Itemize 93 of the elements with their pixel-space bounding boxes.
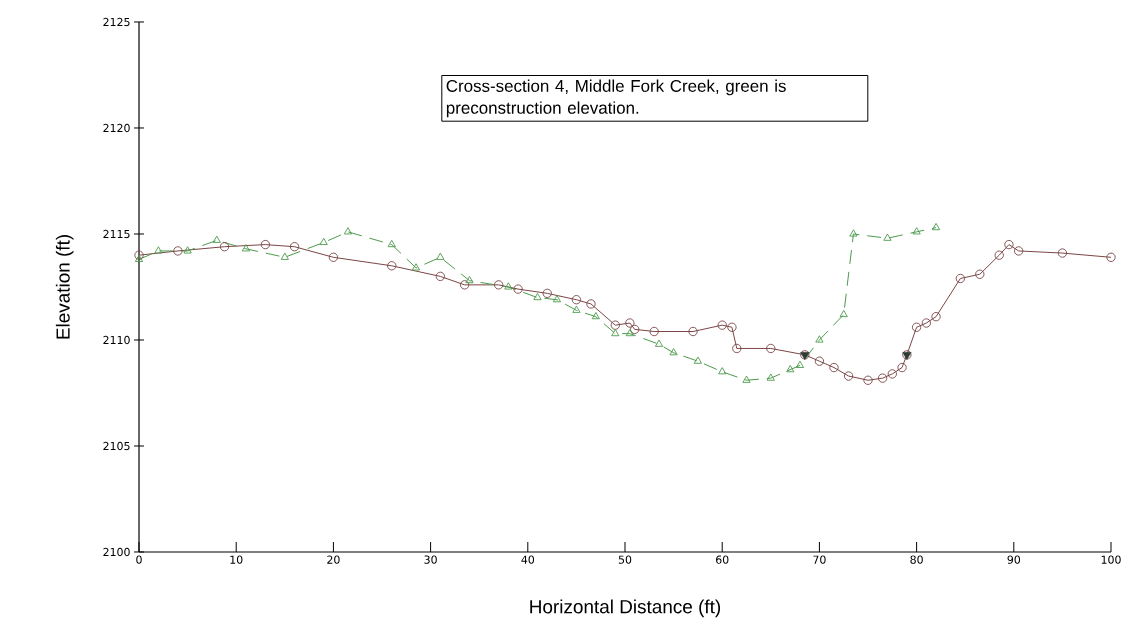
point (387, 239, 396, 248)
point (504, 282, 513, 290)
point (975, 269, 985, 279)
point (849, 229, 858, 237)
point (786, 365, 795, 373)
point (610, 320, 620, 330)
point (693, 356, 702, 364)
point (1106, 252, 1116, 262)
point (552, 295, 562, 303)
point (494, 280, 504, 290)
x-tick-label: 30 (424, 555, 437, 564)
point (260, 239, 271, 250)
y-tick-label: 2115 (103, 229, 130, 239)
x-tick-label: 0 (136, 555, 142, 564)
point (542, 288, 552, 298)
point (289, 242, 300, 252)
point (931, 222, 941, 231)
point (815, 335, 824, 343)
point (611, 328, 620, 337)
point (572, 305, 581, 313)
point (586, 299, 596, 309)
point (718, 367, 727, 375)
point (319, 237, 328, 246)
point (955, 273, 965, 284)
point (814, 356, 825, 366)
y-axis-title: Elevation (ft) (55, 235, 74, 339)
point (883, 233, 892, 241)
annotation: Cross-section 4, Middle Fork Creek, green is preconstruction elevation. (446, 79, 786, 118)
point (173, 246, 183, 256)
point (387, 261, 397, 271)
point (649, 326, 659, 337)
point (212, 235, 221, 243)
point (931, 312, 941, 322)
point (219, 242, 230, 252)
point (877, 373, 888, 383)
point (436, 252, 445, 260)
point (688, 326, 698, 337)
point (897, 362, 907, 373)
x-tick-label: 70 (813, 555, 826, 564)
point (134, 254, 144, 262)
point (912, 227, 921, 235)
point (732, 343, 742, 354)
point (241, 244, 251, 252)
point (465, 275, 474, 284)
point (183, 246, 192, 254)
point (839, 309, 848, 318)
y-tick-label: 2105 (103, 441, 130, 451)
point (459, 280, 470, 290)
point (280, 252, 289, 260)
point (343, 227, 353, 235)
x-tick-label: 10 (230, 555, 243, 564)
point (727, 322, 737, 332)
point (533, 292, 542, 301)
x-tick-label: 40 (521, 555, 535, 564)
point (829, 362, 839, 373)
x-tick-label: 90 (1007, 555, 1021, 564)
y-tick-label: 2100 (103, 547, 130, 557)
x-tick-label: 20 (327, 555, 340, 564)
point (742, 375, 751, 383)
x-tick-label: 80 (910, 555, 923, 564)
point (571, 295, 582, 305)
point (1004, 239, 1014, 250)
point (843, 371, 854, 381)
point (994, 250, 1004, 260)
point (591, 312, 600, 320)
x-tick-label: 60 (716, 555, 729, 564)
point (630, 324, 640, 335)
point (625, 328, 634, 337)
point (154, 246, 163, 254)
point (625, 318, 635, 328)
point (766, 343, 776, 354)
point (863, 375, 873, 385)
x-tick-label: 100 (1101, 555, 1121, 564)
point (328, 252, 339, 262)
y-tick-label: 2120 (103, 123, 130, 133)
point (795, 360, 805, 368)
point (411, 263, 421, 271)
point (921, 318, 931, 328)
point (717, 320, 727, 330)
y-tick-label: 2125 (103, 17, 130, 27)
point (887, 369, 897, 379)
point (1014, 246, 1024, 256)
point (766, 373, 775, 381)
x-axis-title: Horizontal Distance (ft) (530, 599, 721, 618)
point (513, 284, 523, 294)
point (435, 271, 445, 282)
point (134, 250, 144, 260)
point (654, 339, 664, 347)
point (911, 322, 922, 332)
y-tick-label: 2110 (103, 335, 130, 345)
point (669, 348, 678, 356)
x-tick-label: 50 (618, 555, 632, 564)
point (1057, 248, 1068, 258)
